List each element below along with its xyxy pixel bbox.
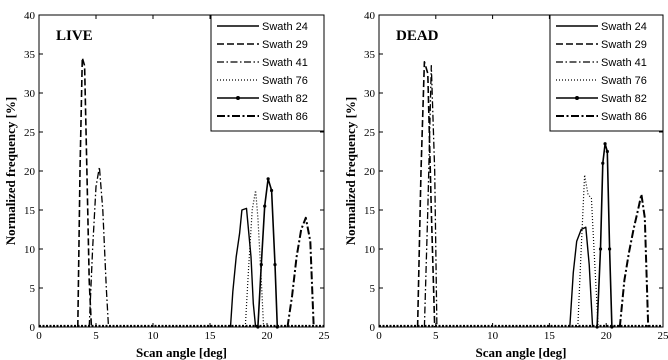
- series-point: [259, 263, 263, 267]
- x-tick-label: 25: [319, 330, 331, 342]
- panel-label: LIVE: [56, 28, 93, 44]
- series-point: [605, 149, 609, 154]
- series-line-swath-24: [569, 226, 594, 328]
- y-tick-label: 20: [364, 166, 376, 178]
- series-line-swath-29: [77, 57, 93, 328]
- legend-label: Swath 82: [601, 93, 647, 105]
- series-line-swath-86: [286, 216, 315, 328]
- series-line-swath-29: [416, 60, 436, 328]
- legend-marker: [236, 96, 240, 100]
- y-tick-label: 0: [30, 322, 36, 334]
- y-tick-label: 5: [30, 283, 36, 295]
- y-tick-label: 25: [364, 127, 376, 139]
- legend-label: Swath 24: [262, 21, 308, 33]
- y-tick-label: 0: [370, 322, 376, 334]
- x-tick-label: 20: [601, 330, 613, 342]
- legend-box: [549, 14, 664, 132]
- series-line-swath-24: [229, 207, 257, 328]
- series-line-swath-86: [618, 193, 650, 328]
- series-point: [275, 325, 279, 329]
- legend-label: Swath 29: [601, 39, 647, 51]
- legend-label: Swath 41: [262, 57, 308, 69]
- series-point: [610, 325, 614, 329]
- series-point: [263, 204, 267, 208]
- x-tick-label: 15: [544, 330, 556, 342]
- legend: Swath 24 Swath 29 Swath 41 Swath 76 Swath 82…: [549, 14, 664, 132]
- legend-label: Swath 24: [601, 21, 647, 33]
- y-tick-label: 25: [24, 127, 36, 139]
- legend-label: Swath 86: [601, 111, 647, 123]
- y-tick-label: 40: [24, 10, 36, 22]
- y-axis-label: Normalized frequency [%]: [3, 97, 18, 246]
- legend-box: [210, 14, 325, 132]
- legend-label: Swath 29: [262, 39, 308, 51]
- legend: Swath 24 Swath 29 Swath 41 Swath 76 Swath 82…: [210, 14, 325, 132]
- series-point: [601, 161, 605, 165]
- series-line-swath-82: [596, 142, 613, 328]
- legend-label: Swath 41: [601, 57, 647, 69]
- y-tick-label: 40: [364, 10, 376, 22]
- series-point: [608, 247, 612, 251]
- series-line-swath-41: [423, 65, 438, 328]
- x-tick-label: 10: [487, 330, 499, 342]
- series-point: [266, 177, 270, 181]
- x-tick-label: 0: [36, 330, 42, 342]
- x-axis-label: Scan angle [deg]: [476, 345, 567, 360]
- series-point: [269, 188, 274, 193]
- legend-label: Swath 76: [262, 75, 308, 87]
- x-tick-label: 20: [262, 330, 274, 342]
- series-point: [273, 263, 277, 267]
- legend-label: Swath 82: [262, 93, 308, 105]
- y-tick-label: 30: [364, 88, 376, 100]
- x-tick-label: 15: [205, 330, 217, 342]
- panel-dead: 0 5 10 15 20 25 0 5 10 15 20 25 30 35 40 Scan angle [de…: [343, 10, 668, 360]
- series-line-swath-76: [577, 174, 599, 328]
- y-tick-label: 5: [370, 283, 376, 295]
- legend-marker: [575, 96, 579, 100]
- legend-label: Swath 86: [262, 111, 308, 123]
- x-tick-label: 0: [376, 330, 382, 342]
- x-tick-label: 10: [148, 330, 160, 342]
- y-tick-label: 35: [364, 49, 376, 61]
- series-point: [598, 247, 603, 251]
- series-point: [595, 325, 599, 329]
- legend-label: Swath 76: [601, 75, 647, 87]
- x-axis-label: Scan angle [deg]: [136, 345, 227, 360]
- panel-live: 0 5 10 15 20 25 0 5 10 15 20 25 30 35 40 Scan angle [de…: [3, 10, 330, 360]
- y-tick-label: 10: [24, 244, 36, 256]
- y-tick-label: 10: [364, 244, 376, 256]
- x-tick-label: 5: [93, 330, 99, 342]
- y-tick-label: 30: [24, 88, 36, 100]
- series-point: [603, 142, 607, 146]
- y-tick-label: 35: [24, 49, 36, 61]
- series-point: [256, 325, 260, 329]
- y-tick-label: 15: [364, 205, 376, 217]
- x-tick-label: 5: [433, 330, 439, 342]
- series-line-swath-41: [88, 166, 110, 328]
- panel-label: DEAD: [396, 28, 439, 44]
- y-axis-label: Normalized frequency [%]: [343, 97, 358, 246]
- y-tick-label: 20: [24, 166, 36, 178]
- series-line-swath-82: [257, 178, 279, 328]
- x-tick-label: 25: [658, 330, 668, 342]
- y-tick-label: 15: [24, 205, 36, 217]
